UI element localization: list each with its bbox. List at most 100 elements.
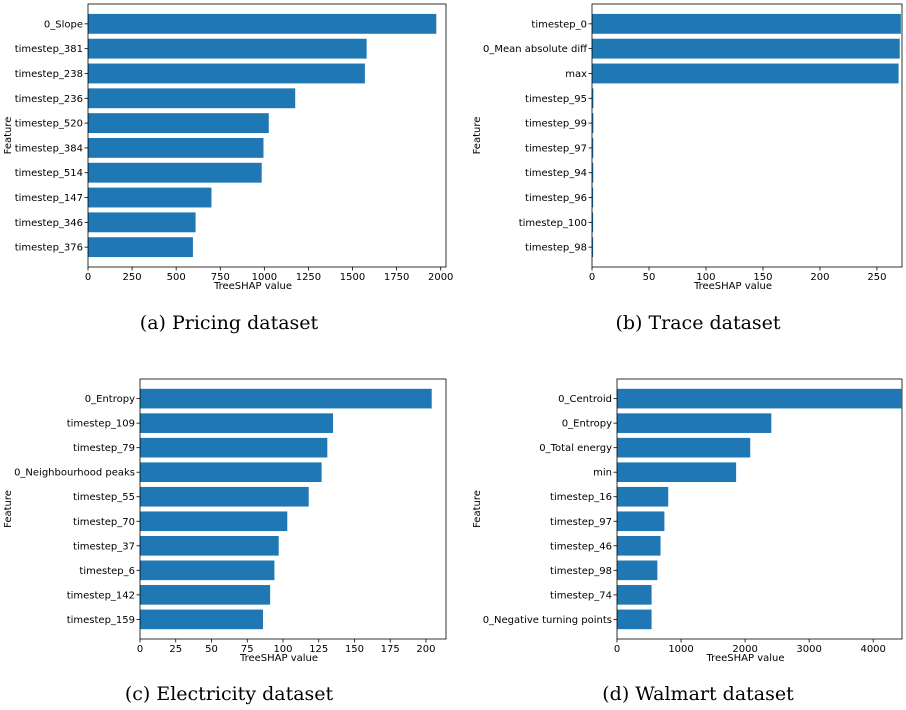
bar xyxy=(140,388,432,409)
y-tick-label: timestep_96 xyxy=(525,193,587,204)
bar xyxy=(592,137,594,158)
bar xyxy=(592,13,901,34)
bar xyxy=(88,13,437,34)
x-tick-label: 50 xyxy=(643,272,656,283)
y-tick-label: timestep_376 xyxy=(15,243,83,254)
y-tick-label: timestep_97 xyxy=(550,517,612,528)
y-tick-label: max xyxy=(565,69,587,80)
chart-panel-trace: timestep_0 0_Mean absolute diff max timeste… xyxy=(472,3,903,334)
x-tick-label: 0 xyxy=(614,644,620,655)
bar xyxy=(88,137,264,158)
y-tick-label: timestep_238 xyxy=(15,69,83,80)
y-tick-label: timestep_384 xyxy=(15,143,83,154)
x-tick-label: 25 xyxy=(169,644,182,655)
x-tick-label: 1500 xyxy=(340,272,365,283)
x-tick-label: 150 xyxy=(753,272,772,283)
y-tick-label: timestep_514 xyxy=(15,168,83,179)
y-tick-label: timestep_0 xyxy=(531,19,587,30)
y-axis-label: Feature xyxy=(472,490,483,528)
bar xyxy=(592,88,594,109)
bar xyxy=(88,162,262,183)
y-tick-label: timestep_142 xyxy=(67,590,135,601)
y-tick-label: 0_Mean absolute diff xyxy=(483,44,588,55)
chart-panel-pricing: 0_Slope timestep_381 timestep_238 timestep_… xyxy=(3,3,453,334)
bar xyxy=(88,113,269,134)
bar xyxy=(140,486,309,507)
x-tick-label: 250 xyxy=(123,272,142,283)
y-tick-label: timestep_159 xyxy=(67,615,135,626)
x-tick-label: 500 xyxy=(167,272,186,283)
x-tick-label: 100 xyxy=(696,272,715,283)
bar xyxy=(592,187,594,208)
bar xyxy=(88,187,212,208)
x-tick-label: 1000 xyxy=(668,644,693,655)
bar xyxy=(140,462,322,483)
y-tick-label: timestep_109 xyxy=(67,419,135,430)
y-tick-label: timestep_98 xyxy=(550,566,612,577)
x-tick-label: 2000 xyxy=(428,272,453,283)
x-tick-label: 3000 xyxy=(796,644,821,655)
y-tick-label: 0_Centroid xyxy=(558,394,612,405)
bar xyxy=(140,585,271,605)
x-tick-label: 750 xyxy=(211,272,230,283)
x-tick-label: 250 xyxy=(867,272,886,283)
x-tick-label: 175 xyxy=(381,644,400,655)
bar xyxy=(617,486,669,507)
y-tick-label: min xyxy=(593,468,612,479)
panel-caption: (d) Walmart dataset xyxy=(602,683,794,705)
y-tick-label: timestep_520 xyxy=(15,119,83,130)
bar xyxy=(140,560,275,581)
y-tick-label: timestep_16 xyxy=(550,492,612,503)
plot-frame xyxy=(591,3,903,268)
bar xyxy=(140,413,334,433)
x-tick-label: 125 xyxy=(309,644,328,655)
y-tick-label: timestep_70 xyxy=(73,517,135,528)
bar xyxy=(88,237,193,258)
bar xyxy=(140,609,263,630)
bar xyxy=(140,437,328,458)
y-tick-label: timestep_79 xyxy=(73,443,135,454)
y-tick-label: timestep_147 xyxy=(15,193,83,204)
y-axis-label: Feature xyxy=(3,490,14,528)
bar xyxy=(140,535,279,556)
bar xyxy=(592,212,594,233)
x-axis-label: TreeSHAP value xyxy=(213,281,292,292)
bar xyxy=(140,511,288,532)
plot-frame xyxy=(616,378,903,640)
bar xyxy=(617,560,658,581)
bar xyxy=(592,63,899,84)
y-tick-label: timestep_381 xyxy=(15,44,83,55)
y-tick-label: 0_Entropy xyxy=(562,419,612,430)
bar xyxy=(88,38,367,59)
x-tick-label: 1000 xyxy=(252,272,277,283)
y-tick-label: timestep_100 xyxy=(519,218,587,229)
bar xyxy=(88,63,365,84)
y-axis-label: Feature xyxy=(472,117,483,155)
bar xyxy=(592,162,594,183)
x-tick-label: 1750 xyxy=(384,272,409,283)
y-tick-label: 0_Neighbourhood peaks xyxy=(14,468,135,479)
y-tick-label: timestep_346 xyxy=(15,218,83,229)
y-axis-label: Feature xyxy=(3,117,14,155)
x-tick-label: 4000 xyxy=(860,644,885,655)
panel-caption: (a) Pricing dataset xyxy=(140,312,319,334)
x-tick-label: 0 xyxy=(137,644,143,655)
bar xyxy=(617,511,665,532)
x-tick-label: 200 xyxy=(416,644,435,655)
y-tick-label: timestep_98 xyxy=(525,243,587,254)
chart-panel-walmart: 0_Centroid 0_Entropy 0_Total energy min time… xyxy=(472,378,903,705)
bar xyxy=(592,113,594,134)
y-tick-label: timestep_95 xyxy=(525,94,587,105)
plot-frame xyxy=(87,3,447,268)
x-tick-label: 1250 xyxy=(296,272,321,283)
x-tick-label: 100 xyxy=(273,644,292,655)
x-tick-label: 0 xyxy=(589,272,595,283)
bar xyxy=(88,88,296,109)
y-tick-label: timestep_99 xyxy=(525,119,587,130)
panel-caption: (b) Trace dataset xyxy=(615,312,780,334)
bar xyxy=(617,462,737,483)
y-tick-label: timestep_236 xyxy=(15,94,83,105)
x-axis-label: TreeSHAP value xyxy=(693,281,772,292)
bar xyxy=(617,535,661,556)
